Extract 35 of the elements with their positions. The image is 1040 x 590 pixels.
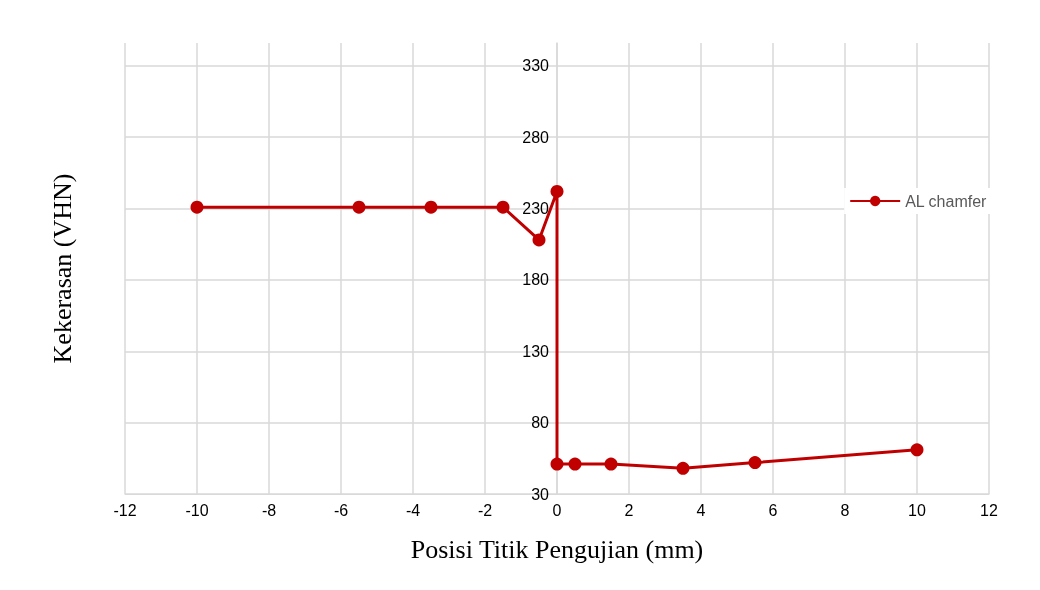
y-tick-label: 230	[522, 200, 550, 218]
x-tick-label: -12	[113, 501, 137, 519]
point	[748, 456, 762, 470]
x-tick-label: 6	[768, 501, 778, 519]
y-tick-label: 180	[522, 271, 550, 289]
y-axis-title: Kekerasan (VHN)	[47, 173, 77, 364]
point	[550, 184, 564, 198]
y-tick-label: 280	[522, 128, 550, 146]
x-tick-label: -2	[477, 501, 493, 519]
legend-label: AL chamfer	[905, 192, 988, 210]
x-tick-label: -6	[333, 501, 349, 519]
x-tick-label: 4	[696, 501, 706, 519]
x-tick-label: 8	[840, 501, 850, 519]
x-tick-label: -4	[405, 501, 421, 519]
x-tick-label: 12	[980, 501, 998, 519]
x-tick-label: 10	[908, 501, 926, 519]
x-tick-label: 2	[624, 501, 634, 519]
point	[568, 457, 582, 471]
point	[190, 200, 204, 214]
point	[496, 200, 510, 214]
y-tick-label: 130	[522, 342, 550, 360]
y-tick-label: 80	[531, 414, 550, 432]
x-axis-title: Posisi Titik Pengujian (mm)	[410, 534, 704, 564]
point	[532, 233, 546, 247]
x-tick-label: -8	[261, 501, 277, 519]
point	[910, 443, 924, 457]
x-tick-label: -10	[185, 501, 209, 519]
x-tick-label: 0	[552, 501, 562, 519]
point	[676, 461, 690, 475]
y-tick-label: 30	[531, 485, 550, 503]
point	[550, 457, 564, 471]
point	[424, 200, 438, 214]
point	[604, 457, 618, 471]
y-tick-label: 330	[522, 57, 550, 75]
point	[352, 200, 366, 214]
